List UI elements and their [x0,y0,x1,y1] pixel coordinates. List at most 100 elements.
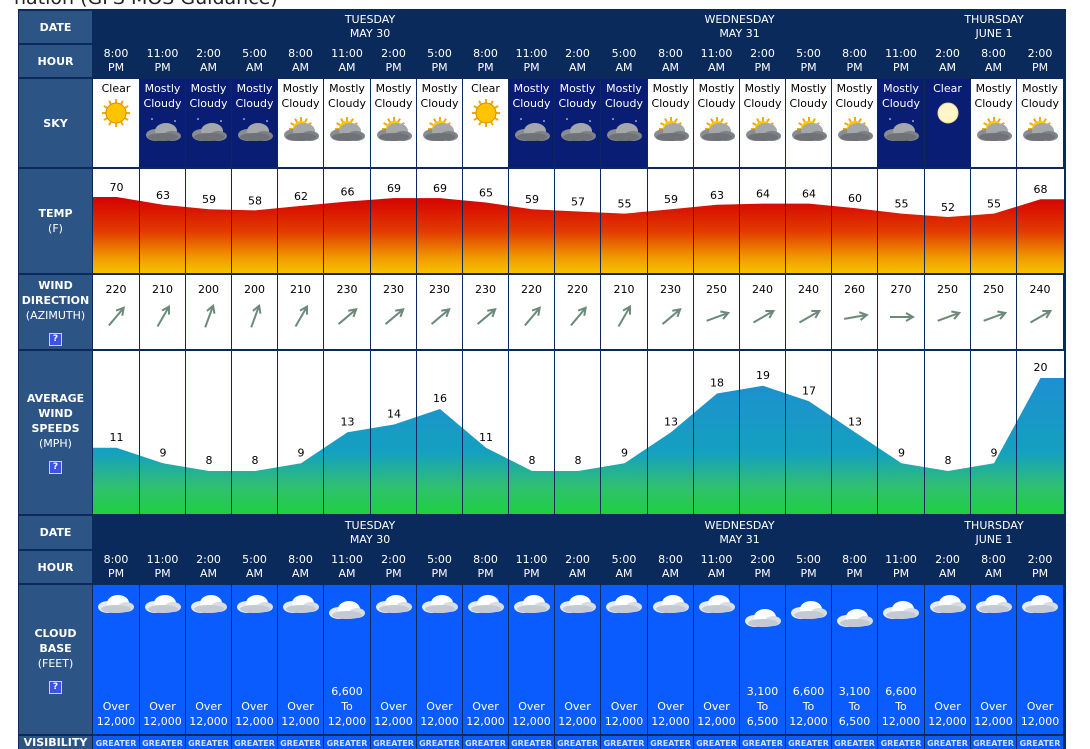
wind-arrow-icon [705,310,730,322]
hour-ampm: PM [1031,567,1049,580]
sun-cloud-icon [327,113,367,147]
cloud-base-l3: 12,000 [96,715,136,728]
hour-cell: 8:00 PM [93,551,139,583]
sky-cell: Mostly Cloudy [232,79,277,167]
help-icon[interactable]: ? [49,333,62,346]
hour-ampm: PM [523,567,540,580]
wind-direction-value: 230 [660,283,681,296]
wind-speed-value: 8 [252,454,259,467]
sun-cloud-icon [420,113,460,147]
hour-cell: 2:00 PM [740,45,785,77]
page-title: nation (GFS MOS Guidance) [14,0,278,9]
hour-time: 5:00 [611,553,637,566]
sun-cloud-icon [743,113,783,147]
wind-speed-value: 9 [991,446,998,459]
hour-time: 5:00 [242,553,267,566]
cloud-base-cell: 3,100 To 6,500 [832,585,877,734]
sky-condition-line1: Mostly [559,82,596,95]
date-date: JUNE 1 [975,532,1013,546]
cloud-icon [558,593,598,619]
sky-condition-line2: Cloudy [189,97,228,110]
sky-condition-line1: Mostly [329,82,365,95]
hour-cell: 2:00 AM [555,45,600,77]
night-cloud-icon [881,113,921,147]
sun-cloud-icon [789,113,829,147]
wind-direction-cell: 230 [417,275,462,349]
help-icon[interactable]: ? [49,461,62,474]
cloud-base-cell: Over 12,000 [463,585,508,734]
sky-cell: Mostly Cloudy [1017,79,1063,167]
date-date: MAY 31 [719,27,760,40]
visibility-value: GREATER [1019,739,1061,748]
temp-value: 63 [710,189,724,202]
hour-cell: 8:00 PM [463,551,508,583]
visibility-cell: GREATER [878,736,924,749]
hour-ampm: PM [431,567,448,580]
wind-speed-value: 9 [621,446,628,459]
sky-cell: Clear [463,79,508,167]
wind-direction-label-text: DIRECTION [21,294,90,307]
wind-direction-value: 220 [567,283,588,296]
wind-direction-cell: 210 [601,275,647,349]
temp-value: 66 [341,185,355,198]
hour-cell: 8:00 PM [832,45,877,77]
hour-time: 11:00 [700,553,733,566]
wind-speed-value: 8 [529,454,536,467]
sky-condition-line1: Mostly [836,82,873,95]
sun-icon [466,98,506,132]
hour-time: 11:00 [515,47,548,60]
cloud-base-text: Over 12,000 [463,699,508,729]
hour-cell: 2:00 PM [371,551,416,583]
sky-cell: Mostly Cloudy [878,79,924,167]
hour-time: 2:00 [381,553,406,566]
sky-condition-line1: Mostly [744,82,781,95]
night-cloud-icon [143,113,183,147]
cloud-icon [1020,593,1060,619]
hour-ampm: AM [568,567,586,580]
hour-time: 8:00 [473,553,498,566]
sky-condition-line2: Cloudy [328,97,366,110]
cloud-base-l3: 12,000 [420,715,459,728]
temp-label-unit: (F) [48,222,63,235]
cloud-base-cell: Over 12,000 [186,585,231,734]
hour-cell: 5:00 AM [601,551,647,583]
cloud-icon [466,593,506,619]
sun-cloud-icon [697,113,737,147]
visibility-value: GREATER [419,739,460,748]
cloud-base-text: Over 12,000 [232,699,277,729]
cloud-base-l2: Over [703,700,730,713]
cloud-base-l3: 12,000 [327,715,367,728]
cloud-base-text: Over 12,000 [278,699,323,729]
sky-condition-line1: Mostly [282,82,319,95]
hour-time: 8:00 [842,553,867,566]
sky-label-text: SKY [43,116,68,130]
hour-time: 11:00 [331,47,363,60]
cloud-icon [651,593,691,619]
visibility-value: GREATER [650,739,691,748]
hour-cell: 2:00 PM [371,45,416,77]
cloud-base-l3: 12,000 [604,715,644,728]
wind-direction-value: 230 [429,283,450,296]
wind-speed-value: 17 [802,384,816,397]
hour-ampm: AM [615,61,633,74]
wind-speed-value: 16 [433,392,447,405]
visibility-value: GREATER [465,739,506,748]
hour-cell: 2:00 AM [925,551,970,583]
cloud-icon [604,593,644,619]
sky-condition-line1: Mostly [190,82,227,95]
wind-arrow-icon [430,307,451,325]
visibility-cell: GREATER [93,736,139,749]
wind-direction-cell: 210 [278,275,323,349]
sky-cell: Mostly Cloudy [601,79,647,167]
hour-time: 2:00 [565,553,590,566]
wind-speed-value: 13 [848,415,862,428]
wind-speed-value: 11 [110,431,124,444]
hour-ampm: AM [938,567,956,580]
sky-condition-line1: Mostly [883,82,919,95]
sky-cell: Mostly Cloudy [140,79,185,167]
wind-direction-cell: 250 [925,275,970,349]
cloud-base-text: Over 12,000 [1017,699,1063,729]
help-icon[interactable]: ? [49,680,62,694]
hour-time: 8:00 [288,553,313,566]
wind-speed-value: 8 [206,454,213,467]
